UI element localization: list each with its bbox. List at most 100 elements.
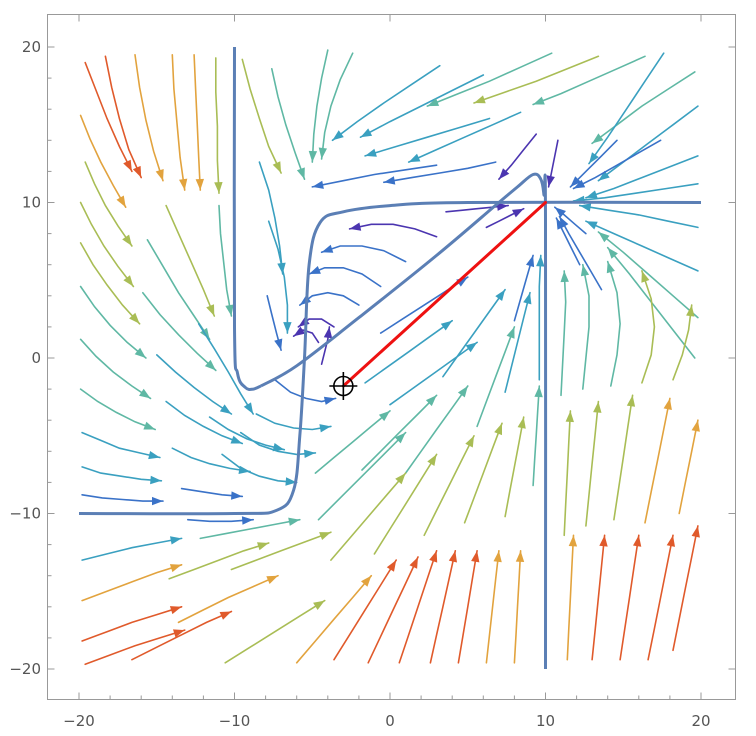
streamline-arrowhead [429,550,438,563]
streamline-arrowhead [565,410,574,423]
streamline-arrowhead [230,435,243,444]
streamline-arrowhead [386,560,397,572]
streamline-path [457,550,478,664]
marker-layer [329,371,358,400]
streamline-arrowhead [173,629,185,638]
streamline-path [255,413,332,431]
streamline-path [320,245,407,263]
streamline-arrowhead [170,536,182,545]
streamline-arrowhead [323,326,333,339]
streamline-path [585,155,699,199]
streamline-path [367,556,419,664]
streamline-arrowhead [257,542,269,551]
streamline-arrowhead [494,423,502,436]
streamline-path [330,472,407,561]
streamline [241,58,282,174]
streamline-path [168,542,270,580]
streamline [532,385,543,487]
streamline [79,114,127,208]
streamline-path [333,559,397,661]
contour-curve-diagonal [260,172,548,670]
streamline-path [572,183,699,202]
streamline [672,525,700,652]
streamline [320,326,333,365]
streamline-arrowhead [309,266,321,274]
streamline [156,354,233,415]
streamline-arrowhead [448,550,457,563]
streamline-arrowhead [568,535,578,547]
streamline-arrowhead [573,179,586,189]
streamline [498,133,537,180]
streamline-path [504,291,531,393]
streamline-arrowhead [409,557,418,569]
streamline-arrowhead [312,180,324,189]
streamline [554,206,587,235]
streamline [647,534,675,661]
streamline [168,542,270,580]
streamline [597,105,699,182]
streamline-path [146,239,211,341]
streamline-arrowhead [691,525,700,538]
streamline-path [569,139,618,188]
streamline [221,453,298,486]
streamline [331,64,441,142]
streamline [187,516,254,525]
streamline-arrowhead [606,261,615,274]
streamline [308,49,329,163]
streamline-arrowhead [277,262,286,274]
streamline-path [373,453,438,555]
streamline-arrowhead [408,153,421,163]
streamline-path [84,629,186,666]
streamline-path [320,52,354,160]
streamline [569,139,618,188]
streamline-arrowhead [536,255,545,267]
streamline-arrowhead [214,182,223,194]
streamline-path [513,254,534,322]
streamline-path [224,599,326,664]
streamline-path [473,55,600,104]
streamline-path [199,518,301,540]
streamline-arrowhead [515,550,525,562]
streamline-arrowhead [272,161,282,173]
x-tick-label: 10 [536,712,555,730]
streamline-path [364,319,453,384]
streamline-path [308,267,382,288]
streamline [311,164,438,189]
streamline-arrowhead [585,221,598,230]
streamline [308,266,382,288]
streamline-arrowhead [123,159,132,172]
streamline-arrowhead [206,304,215,316]
streamline-path [504,416,525,518]
streamline [255,413,332,433]
streamline-path [171,54,186,191]
streamline [134,54,164,182]
y-tick-label: 20 [22,38,41,56]
streamline-path [563,410,572,537]
streamline [513,550,525,664]
streamline-arrowhead [123,275,134,287]
streamline-path [79,201,135,288]
streamline-path [597,105,699,182]
streamline [330,472,407,561]
streamline [361,394,438,471]
streamline [532,55,646,106]
streamline-path [647,534,674,661]
streamline-path [295,574,373,664]
streamline-path [582,263,590,390]
streamline-arrowhead [560,270,569,283]
segment-layer [341,201,547,388]
streamline [81,466,163,485]
streamline [171,447,251,474]
streamline [389,341,478,406]
streamline [566,534,578,661]
streamline-arrowhead [283,322,292,334]
streamline-path [193,54,202,191]
streamline-arrowhead [313,600,325,610]
streamline [364,117,491,157]
streamline-path [79,338,152,400]
streamline [333,559,397,661]
streamline [613,394,636,521]
streamline [224,599,326,664]
streamline [104,55,142,179]
streamline-path [171,447,251,473]
